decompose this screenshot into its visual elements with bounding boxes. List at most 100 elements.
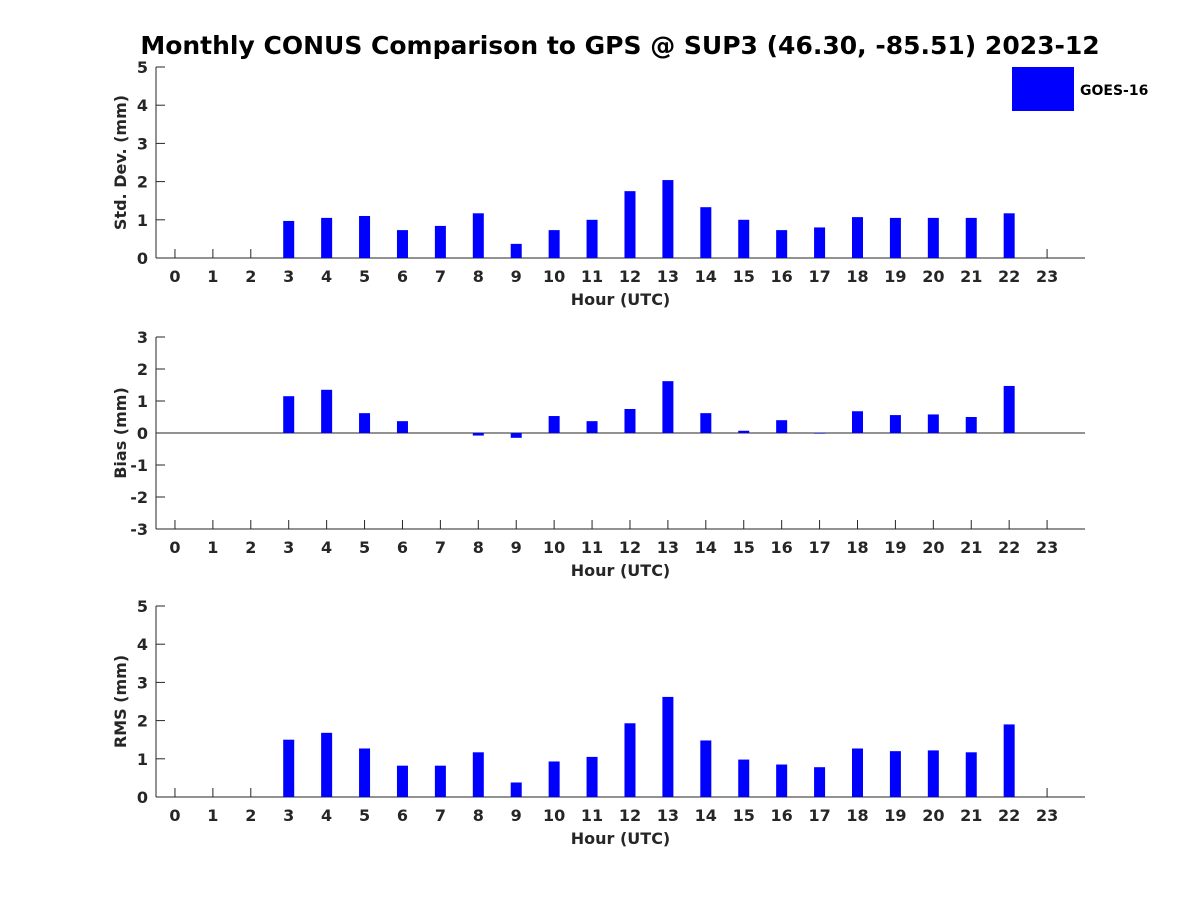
bar-hour-9	[510, 433, 522, 438]
x-tick-label: 21	[960, 806, 982, 825]
bar-hour-16	[776, 230, 788, 258]
y-tick-label: 4	[137, 635, 148, 654]
x-tick-label: 17	[808, 806, 830, 825]
y-tick-label: 3	[137, 673, 148, 692]
x-tick-label: 23	[1036, 806, 1058, 825]
bar-hour-16	[776, 764, 788, 797]
x-tick-label: 2	[245, 806, 256, 825]
y-tick-label: -1	[130, 456, 148, 475]
bar-hour-3	[283, 220, 295, 258]
bar-hour-6	[396, 765, 408, 797]
x-axis-label: Hour (UTC)	[571, 290, 671, 309]
chart-title: Monthly CONUS Comparison to GPS @ SUP3 (…	[140, 31, 1099, 60]
x-axis-label: Hour (UTC)	[571, 829, 671, 848]
bar-hour-11	[586, 756, 598, 797]
bar-hour-3	[283, 739, 295, 797]
x-tick-label: 20	[922, 267, 944, 286]
bar-hour-7	[434, 765, 446, 797]
x-tick-label: 2	[245, 538, 256, 557]
x-tick-label: 4	[321, 267, 332, 286]
x-tick-label: 13	[657, 267, 679, 286]
bar-hour-9	[510, 782, 522, 797]
bar-hour-19	[889, 415, 901, 433]
x-tick-label: 4	[321, 538, 332, 557]
bar-hour-14	[700, 207, 712, 258]
x-tick-label: 0	[169, 267, 180, 286]
y-tick-label: 1	[137, 392, 148, 411]
bar-hour-18	[851, 411, 863, 433]
x-tick-label: 12	[619, 806, 641, 825]
x-tick-label: 10	[543, 538, 565, 557]
y-tick-label: 1	[137, 211, 148, 230]
bar-hour-19	[889, 217, 901, 258]
x-tick-label: 22	[998, 806, 1020, 825]
bar-hour-8	[472, 433, 484, 436]
x-tick-label: 9	[511, 267, 522, 286]
x-axis-label: Hour (UTC)	[571, 561, 671, 580]
x-tick-label: 13	[657, 538, 679, 557]
bar-hour-14	[700, 413, 712, 433]
y-tick-label: 0	[137, 788, 148, 807]
bar-hour-7	[434, 225, 446, 258]
bar-hour-22	[1003, 385, 1015, 433]
bar-hour-22	[1003, 724, 1015, 797]
x-tick-label: 8	[473, 806, 484, 825]
x-tick-label: 20	[922, 538, 944, 557]
x-tick-label: 19	[884, 806, 906, 825]
x-tick-label: 15	[733, 267, 755, 286]
y-axis-label: Std. Dev. (mm)	[111, 95, 130, 230]
x-tick-label: 7	[435, 267, 446, 286]
y-tick-label: 1	[137, 750, 148, 769]
x-tick-label: 21	[960, 267, 982, 286]
x-tick-label: 7	[435, 538, 446, 557]
x-tick-label: 16	[771, 806, 793, 825]
x-tick-label: 23	[1036, 267, 1058, 286]
x-tick-label: 3	[283, 538, 294, 557]
bar-hour-21	[965, 752, 977, 797]
x-tick-label: 1	[207, 267, 218, 286]
bar-hour-6	[396, 421, 408, 433]
x-tick-label: 8	[473, 267, 484, 286]
y-tick-label: 4	[137, 96, 148, 115]
x-tick-label: 10	[543, 806, 565, 825]
x-tick-label: 11	[581, 538, 603, 557]
bar-hour-15	[738, 430, 750, 433]
x-tick-label: 9	[511, 806, 522, 825]
bar-hour-12	[624, 191, 636, 258]
bar-hour-15	[738, 219, 750, 258]
x-tick-label: 2	[245, 267, 256, 286]
y-tick-label: 2	[137, 360, 148, 379]
x-tick-label: 21	[960, 538, 982, 557]
bar-hour-4	[321, 732, 333, 797]
x-tick-label: 19	[884, 267, 906, 286]
x-tick-label: 16	[771, 267, 793, 286]
y-tick-label: 3	[137, 328, 148, 347]
bar-hour-4	[321, 217, 333, 258]
x-tick-label: 5	[359, 538, 370, 557]
x-tick-label: 12	[619, 267, 641, 286]
x-tick-label: 1	[207, 538, 218, 557]
x-tick-label: 3	[283, 267, 294, 286]
bar-hour-13	[662, 696, 674, 797]
x-tick-label: 22	[998, 267, 1020, 286]
bar-hour-17	[814, 433, 826, 434]
x-tick-label: 12	[619, 538, 641, 557]
bar-hour-14	[700, 740, 712, 797]
bar-hour-21	[965, 217, 977, 258]
x-tick-label: 9	[511, 538, 522, 557]
y-tick-label: 0	[137, 424, 148, 443]
y-axis-label: Bias (mm)	[111, 387, 130, 479]
x-tick-label: 19	[884, 538, 906, 557]
bar-hour-11	[586, 421, 598, 433]
y-axis-label: RMS (mm)	[111, 655, 130, 748]
x-tick-label: 18	[846, 267, 868, 286]
bar-hour-9	[510, 243, 522, 258]
y-tick-label: 2	[137, 712, 148, 731]
legend-label: GOES-16	[1080, 83, 1148, 99]
bar-hour-20	[927, 217, 939, 258]
x-tick-label: 17	[808, 538, 830, 557]
x-tick-label: 0	[169, 538, 180, 557]
x-tick-label: 15	[733, 806, 755, 825]
